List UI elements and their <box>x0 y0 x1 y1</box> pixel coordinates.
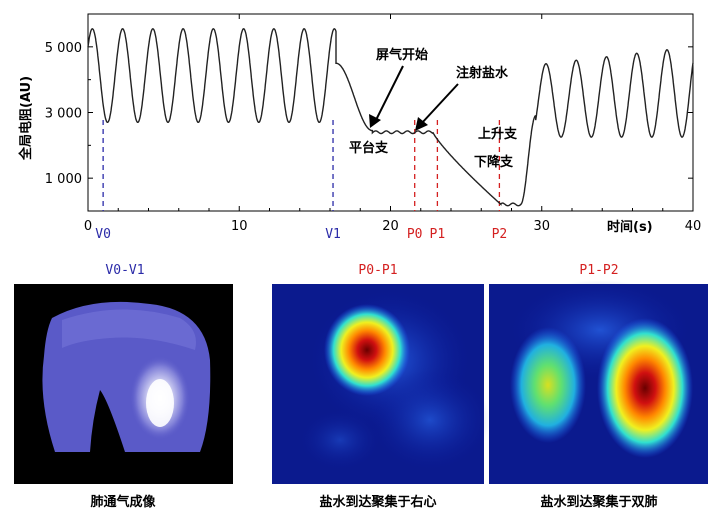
x-axis-label: 时间(s) <box>607 219 653 235</box>
panel-3-caption: 盐水到达聚集于双肺 <box>540 494 657 510</box>
right-heart-image <box>272 284 490 484</box>
panel-3-title: P1-P2 <box>579 263 618 278</box>
marker-label-p0: P0 <box>407 227 423 242</box>
ascending-label: 上升支 <box>478 126 518 142</box>
descending-label: 下降支 <box>474 154 514 170</box>
y-tick-label: 1 000 <box>45 172 82 187</box>
panel-2-title: P0-P1 <box>358 263 397 278</box>
y-tick-label: 3 000 <box>45 107 82 122</box>
x-tick-label: 30 <box>533 219 550 234</box>
x-tick-label: 40 <box>685 219 702 234</box>
panel-2-caption: 盐水到达聚集于右心 <box>319 494 436 510</box>
breath-hold-arrow <box>374 65 404 123</box>
x-tick-label: 0 <box>84 219 92 234</box>
panel-1-title: V0-V1 <box>105 263 144 278</box>
marker-label-v0: V0 <box>95 227 111 242</box>
saline-arrow <box>420 83 459 125</box>
marker-label-v1: V1 <box>325 227 341 242</box>
panel-1-caption: 肺通气成像 <box>90 494 156 510</box>
marker-label-p2: P2 <box>492 227 508 242</box>
plateau-label: 平台支 <box>349 140 389 156</box>
impedance-signal-line <box>87 28 694 207</box>
marker-label-p1: P1 <box>430 227 446 242</box>
saline-injection-annotation: 注射盐水 <box>456 65 509 81</box>
saline-arrow-head <box>415 117 428 131</box>
breath-hold-arrow-head <box>369 114 381 128</box>
y-tick-label: 5 000 <box>45 41 82 56</box>
ventilation-image <box>14 284 233 484</box>
both-lungs-image <box>489 280 708 484</box>
x-tick-label: 10 <box>231 219 248 234</box>
breath-hold-annotation: 屏气开始 <box>376 47 428 63</box>
y-axis-label: 全局电阻(AU) <box>18 76 34 161</box>
x-tick-label: 20 <box>382 219 399 234</box>
